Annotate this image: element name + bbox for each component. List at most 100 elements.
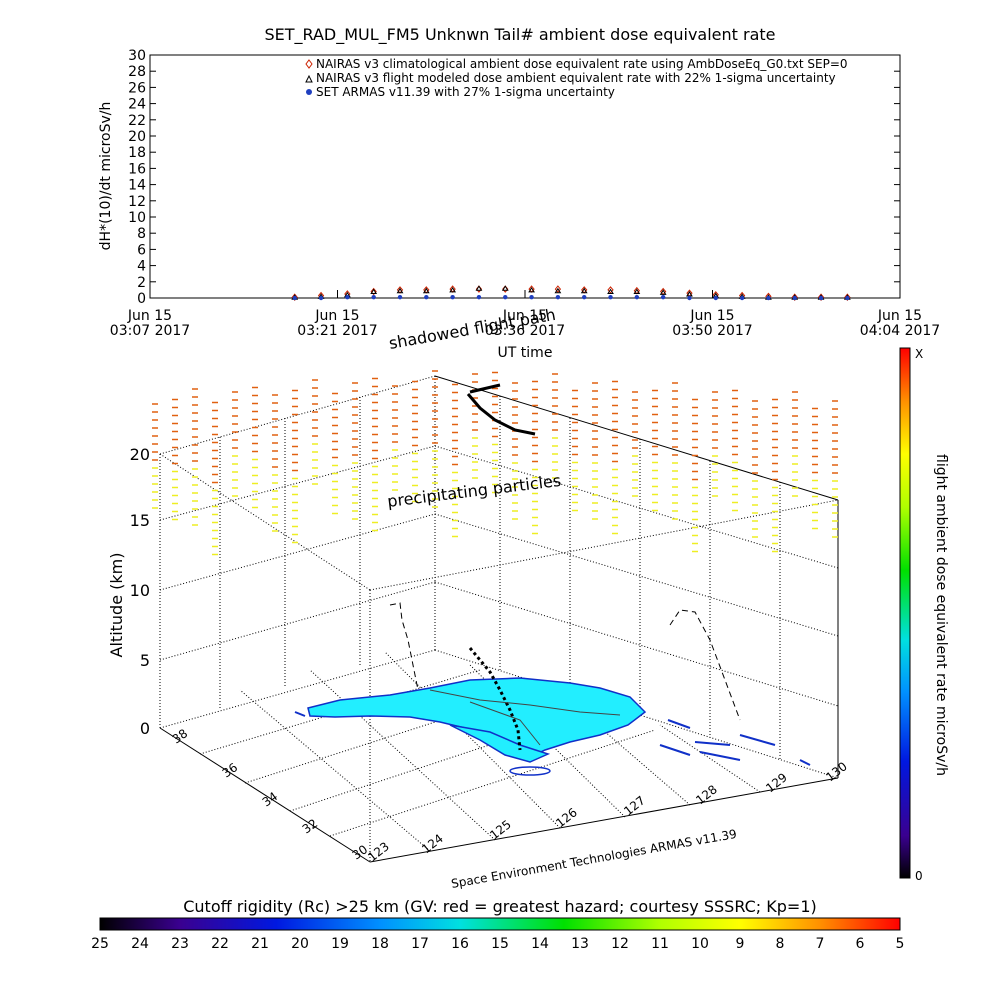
x-tick-label: 03:36 2017 (485, 323, 565, 339)
cutoff-tick-label: 24 (131, 936, 149, 952)
armas-point (450, 294, 455, 300)
modeled-point (370, 288, 378, 295)
modeled-point (475, 285, 483, 291)
y-tick-label: 16 (128, 161, 146, 177)
altitude-axis-label: Altitude (km) (107, 553, 126, 658)
longitude-tick-label: 130 (823, 759, 850, 784)
armas-point (818, 295, 824, 301)
legend: NAIRAS v3 climatological ambient dose eq… (305, 57, 848, 99)
armas-point (397, 294, 403, 300)
y-tick-label: 14 (128, 178, 146, 194)
latitude-tick-label: 34 (260, 789, 281, 809)
cutoff-tick-label: 9 (736, 936, 745, 952)
x-tick-label: Jun 15 (689, 308, 734, 324)
armas-point (292, 295, 297, 301)
x-tick-label: 03:50 2017 (672, 323, 752, 339)
altitude-tick-label: 10 (130, 581, 150, 600)
cutoff-tick-label: 13 (571, 936, 589, 952)
chart-title: SET_RAD_MUL_FM5 Unknwn Tail# ambient dos… (264, 25, 775, 45)
modeled-point (501, 285, 509, 291)
climatological-point (370, 287, 377, 296)
armas-point (739, 295, 745, 301)
x-tick-label: 04:04 2017 (860, 323, 940, 339)
armas-point (713, 295, 718, 301)
latitude-tick-label: 38 (170, 726, 191, 746)
climatological-point (607, 286, 614, 294)
longitude-tick-label: 129 (763, 770, 790, 795)
modeled-point (607, 288, 614, 295)
legend-label: SET ARMAS v11.39 with 27% 1-sigma uncert… (316, 85, 615, 99)
y-tick-label: 18 (128, 145, 146, 161)
modeled-point (580, 287, 588, 294)
cutoff-tick-label: 21 (251, 936, 269, 952)
top-x-axis-label: UT time (498, 345, 553, 361)
armas-point (503, 294, 508, 300)
cutoff-tick-label: 17 (411, 936, 429, 952)
cutoff-tick-label: 23 (171, 936, 189, 952)
armas-point (529, 294, 534, 300)
y-tick-label: 24 (128, 97, 146, 113)
armas-point (634, 294, 640, 300)
dashed-trajectory-left (389, 602, 419, 691)
cutoff-tick-label: 16 (451, 936, 469, 952)
cutoff-rigidity-colorbar: Cutoff rigidity (Rc) >25 km (GV: red = g… (91, 897, 904, 952)
legend-entry-modeled: NAIRAS v3 flight modeled dose ambient eq… (305, 71, 836, 85)
dashed-trajectory-right (669, 609, 741, 721)
longitude-tick-label: 123 (365, 839, 392, 864)
modeled-point (554, 287, 562, 294)
armas-point (792, 295, 797, 301)
cutoff-rigidity-ticks: 25 24 23 22 21 20 19 18 17 16 15 14 13 12 11 10 9 8 7 6 5 (91, 936, 904, 952)
legend-entry-armas: SET ARMAS v11.39 with 27% 1-sigma uncert… (306, 85, 615, 99)
armas-point (660, 294, 666, 300)
modeled-point (659, 289, 667, 295)
cutoff-tick-label: 14 (531, 936, 549, 952)
cutoff-tick-label: 22 (211, 936, 229, 952)
altitude-tick-label: 5 (140, 651, 150, 670)
x-tick-label: Jun 15 (127, 308, 172, 324)
modeled-point (528, 286, 535, 293)
y-tick-label: 28 (128, 64, 146, 80)
modeled-point (449, 286, 457, 293)
modeled-point (633, 288, 641, 295)
cutoff-tick-label: 10 (691, 936, 709, 952)
armas-point (687, 295, 692, 301)
altitude-tick-label: 15 (130, 511, 150, 530)
y-tick-label: 4 (137, 259, 146, 275)
armas-point (318, 295, 324, 301)
island (509, 766, 551, 776)
climatological-point (554, 285, 562, 293)
armas-point (476, 294, 482, 300)
land-region-south (449, 724, 551, 763)
cutoff-tick-label: 25 (91, 936, 109, 952)
triangle-marker-icon (305, 74, 313, 83)
dose-rate-colorbar: X 0 flight ambient dose equivalent rate … (899, 347, 949, 883)
y-tick-label: 10 (128, 210, 146, 226)
cutoff-tick-label: 18 (371, 936, 389, 952)
altitude-tick-label: 0 (140, 719, 150, 738)
cutoff-tick-label: 12 (611, 936, 629, 952)
top-y-axis-label: dH*(10)/dt microSv/h (98, 102, 114, 251)
land-region (307, 677, 647, 759)
x-tick-label: Jun 15 (502, 308, 547, 324)
cutoff-rigidity-title: Cutoff rigidity (Rc) >25 km (GV: red = g… (183, 897, 817, 916)
shadowed-flight-path (466, 383, 536, 436)
legend-label: NAIRAS v3 flight modeled dose ambient eq… (316, 71, 836, 85)
y-tick-label: 12 (128, 194, 146, 210)
cutoff-tick-label: 5 (896, 936, 905, 952)
legend-label: NAIRAS v3 climatological ambient dose eq… (316, 57, 848, 71)
cutoff-tick-label: 7 (816, 936, 825, 952)
dot-marker-icon (306, 89, 312, 95)
longitude-tick-label: 127 (621, 793, 648, 818)
cutoff-colorbar-gradient (99, 917, 901, 931)
cutoff-tick-label: 8 (776, 936, 785, 952)
modeled-point (396, 287, 404, 294)
projected-track (429, 689, 621, 746)
back-wall (159, 375, 839, 863)
x-tick-label: Jun 15 (877, 308, 922, 324)
colorbar-gradient (899, 347, 911, 879)
